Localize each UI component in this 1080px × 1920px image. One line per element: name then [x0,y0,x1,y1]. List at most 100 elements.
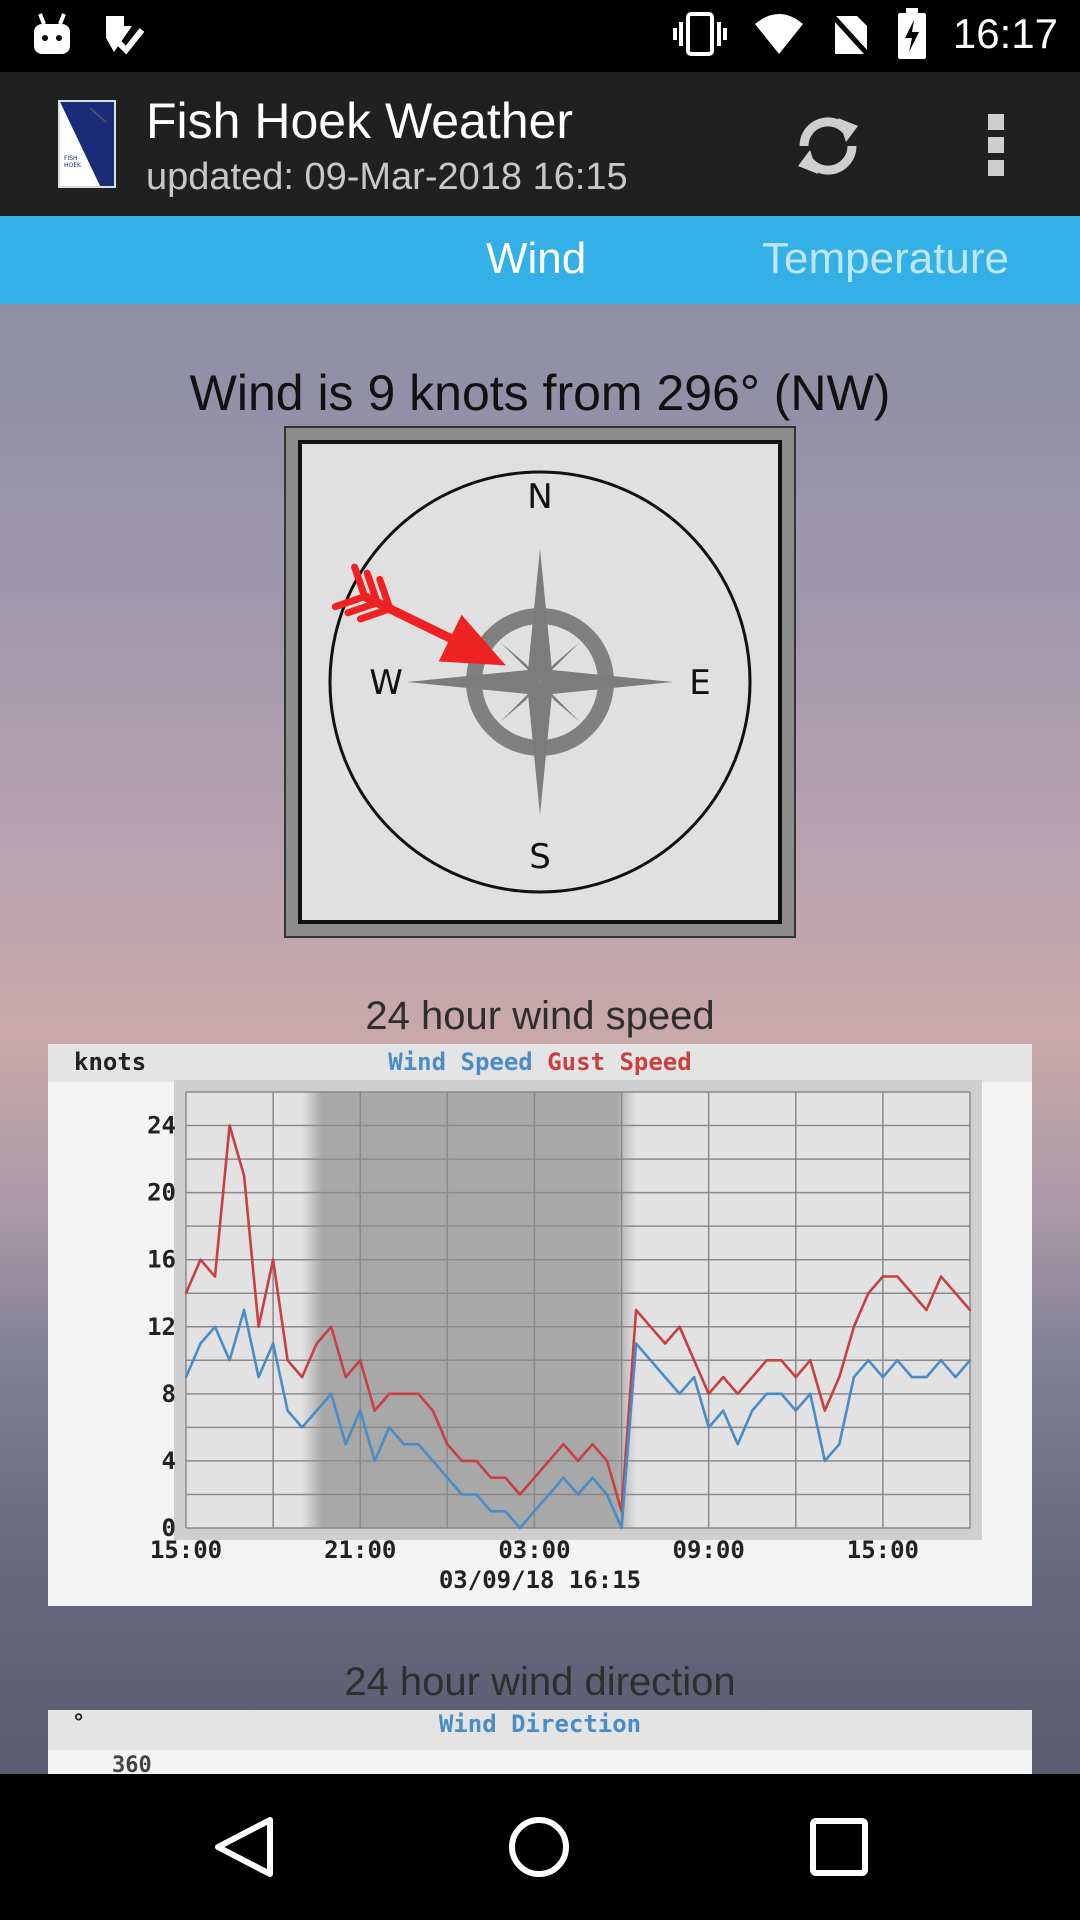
data-point [867,1359,870,1362]
data-point [504,1510,507,1513]
data-point [344,1442,347,1446]
direction-unit-label: ° [72,1711,85,1736]
battery-charging-icon [897,8,926,59]
refresh-icon[interactable] [788,106,868,186]
y-tick-label: 12 [147,1313,176,1341]
data-point [896,1359,899,1362]
task-check-icon [106,16,145,55]
compass-label-w: W [369,663,403,703]
data-point [867,1292,870,1295]
svg-text:HOEK: HOEK [64,162,82,169]
compass-label-s: S [529,837,551,877]
data-point [954,1375,957,1379]
updated-subtitle: updated: 09-Mar-2018 16:15 [146,156,628,198]
compass-label-e: E [689,663,710,703]
data-point [315,1409,318,1412]
chart-legend: Wind Speed Gust Speed [388,1048,691,1076]
wind-direction-chart: ° Wind Direction 360 [48,1710,1032,1774]
data-point [402,1442,405,1446]
data-point [954,1292,957,1295]
data-point [692,1359,696,1362]
data-point [780,1392,783,1396]
data-point [692,1375,696,1379]
direction-legend-title: Wind Direction [439,1710,641,1738]
data-point [257,1325,260,1328]
compass: N S E W [298,440,782,924]
data-point [707,1392,710,1396]
data-point [663,1342,667,1345]
data-point [751,1409,754,1412]
data-point [359,1359,362,1362]
data-point [809,1392,812,1396]
data-point [925,1375,928,1379]
x-tick-label: 21:00 [324,1536,396,1564]
wind-summary: Wind is 9 knots from 296° (NW) [189,365,891,421]
home-icon[interactable] [506,1814,572,1880]
wind-arrow-icon [331,563,506,666]
data-point [721,1375,725,1379]
no-sim-icon [830,12,871,58]
tab-wind[interactable]: Wind [486,234,587,283]
data-point [533,1476,536,1479]
data-point [678,1392,681,1396]
data-point [634,1308,638,1312]
data-point [504,1476,507,1479]
data-point [460,1459,464,1463]
data-point [286,1409,289,1412]
y-tick-label: 24 [147,1112,176,1140]
data-point [228,1359,231,1362]
data-point [417,1392,420,1396]
data-point [707,1426,710,1429]
data-point [736,1442,739,1446]
data-point [562,1476,565,1479]
data-point [446,1442,449,1446]
data-point [329,1325,333,1328]
data-point [838,1375,841,1379]
data-point [605,1493,609,1496]
night-shading [302,1092,637,1528]
data-point [242,1174,246,1178]
data-point [329,1392,333,1396]
legend-item-0: Wind Speed [388,1048,533,1076]
data-point [721,1409,725,1412]
data-point [910,1375,914,1379]
data-point [678,1325,681,1328]
back-icon[interactable] [210,1814,276,1880]
wifi-icon [754,14,803,54]
data-point [968,1359,972,1362]
data-point [576,1459,580,1463]
data-point [402,1392,405,1396]
data-point [271,1342,275,1345]
data-point [751,1375,754,1379]
wind-content[interactable]: Wind is 9 knots from 296° (NW) N S [0,304,1080,1774]
direction-top-tick: 360 [112,1753,152,1774]
compass-frame: N S E W [284,426,796,938]
data-point [475,1493,478,1496]
data-point [794,1409,797,1412]
overflow-menu-icon[interactable] [976,110,1016,180]
app-title: Fish Hoek Weather [146,93,574,149]
y-tick-label: 0 [162,1514,176,1542]
data-point [939,1359,943,1362]
tab-temperature[interactable]: Temperature [762,234,1010,283]
data-point [388,1426,391,1429]
data-point [518,1493,522,1496]
speed-chart-title: 24 hour wind speed [365,994,715,1038]
svg-text:FISH: FISH [64,155,78,162]
data-point [213,1275,217,1278]
data-point [257,1375,260,1379]
recents-icon[interactable] [808,1816,870,1878]
data-point [431,1459,435,1463]
compass-rose-icon [407,549,673,815]
status-bar: 16:17 [0,0,1080,72]
data-point [475,1459,478,1463]
direction-chart-title: 24 hour wind direction [344,1660,736,1704]
data-point [852,1375,856,1379]
data-point [576,1493,580,1496]
data-point [489,1510,493,1513]
data-point [373,1409,376,1412]
data-point [242,1308,246,1312]
data-point [547,1459,551,1463]
chart-header [48,1044,1032,1082]
data-point [823,1409,827,1412]
